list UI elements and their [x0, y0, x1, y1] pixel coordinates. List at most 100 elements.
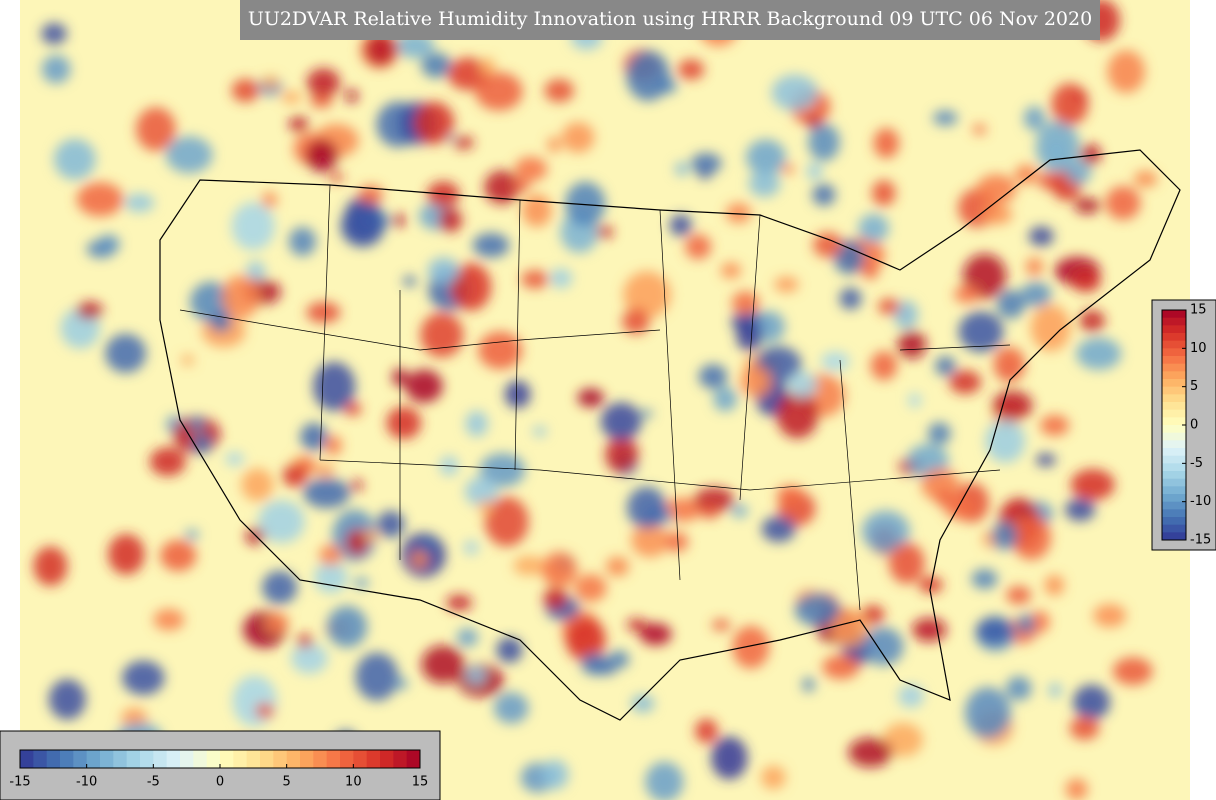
field-blob	[897, 330, 927, 359]
tick-label: 5	[1190, 379, 1198, 394]
colorbar-step	[1162, 532, 1186, 541]
field-blob	[514, 156, 548, 182]
colorbar-step	[406, 750, 421, 768]
field-blob	[296, 634, 313, 648]
field-blob	[225, 452, 244, 466]
colorbar-step	[1162, 524, 1186, 533]
tick-label: 10	[345, 775, 362, 790]
map-title: UU2DVAR Relative Humidity Innovation usi…	[248, 8, 1092, 30]
field-blob	[232, 675, 277, 727]
colorbar-step	[220, 750, 234, 768]
field-blob	[41, 23, 67, 45]
field-blob	[76, 182, 124, 217]
field-blob	[1074, 197, 1101, 214]
field-blob	[326, 605, 368, 648]
field-blob	[465, 665, 487, 685]
colorbar-step	[260, 750, 274, 768]
field-blob	[427, 257, 460, 285]
tick-label: -5	[1190, 456, 1203, 471]
tick-label: 0	[1190, 418, 1198, 433]
field-blob	[246, 260, 266, 282]
field-blob	[711, 619, 731, 631]
field-blob	[761, 765, 786, 790]
field-blob	[261, 192, 278, 208]
field-blob	[731, 291, 760, 315]
field-blob	[964, 687, 1011, 739]
field-blob	[848, 737, 893, 768]
field-blob	[565, 181, 606, 227]
colorbar-step	[1162, 394, 1186, 403]
field-blob	[574, 574, 607, 602]
colorbar-step	[1162, 371, 1186, 380]
tick-label: 5	[283, 775, 291, 790]
field-blob	[544, 79, 574, 103]
colorbar-step	[206, 750, 221, 768]
field-blob	[1076, 337, 1122, 370]
field-blob	[645, 761, 684, 800]
colorbar-step	[1162, 356, 1186, 365]
field-blob	[605, 556, 630, 577]
colorbar-step	[273, 750, 288, 768]
field-blob	[664, 531, 689, 552]
field-blob	[496, 637, 523, 663]
field-blob	[944, 496, 975, 520]
field-blob	[255, 703, 274, 719]
field-blob	[932, 110, 958, 126]
field-blob	[839, 287, 862, 310]
field-blob	[1020, 281, 1052, 307]
field-blob	[780, 164, 796, 174]
field-blob	[1051, 83, 1089, 126]
colorbar-step	[1162, 333, 1186, 342]
colorbar-step	[1162, 325, 1186, 334]
field-blob	[405, 369, 443, 403]
field-blob	[908, 393, 921, 408]
field-blob	[189, 415, 205, 432]
colorbar-step	[286, 750, 301, 768]
field-blob	[549, 268, 573, 289]
colorbar-step	[113, 750, 128, 768]
field-blob	[992, 390, 1033, 421]
field-blob	[290, 643, 328, 674]
field-blob	[149, 447, 186, 477]
colorbar-step	[180, 750, 194, 768]
field-blob	[863, 263, 879, 280]
field-blob	[446, 594, 473, 611]
field-blob	[1105, 186, 1141, 220]
field-blob	[282, 464, 307, 487]
field-blob	[949, 370, 982, 394]
field-blob	[928, 422, 951, 445]
tick-label: -5	[147, 775, 160, 790]
field-blob	[1017, 614, 1035, 634]
field-blob	[344, 402, 362, 416]
field-blob	[1070, 469, 1115, 501]
field-blob	[1040, 414, 1070, 436]
field-blob	[878, 298, 901, 315]
field-blob	[241, 468, 274, 502]
colorbar-step	[340, 750, 354, 768]
field-blob	[806, 162, 823, 181]
field-blob	[596, 225, 613, 239]
colorbar-step	[1162, 317, 1186, 326]
colorbar-step	[1162, 402, 1186, 411]
colorbar-step	[1162, 425, 1186, 434]
field-blob	[626, 486, 667, 529]
field-blob	[882, 722, 923, 757]
colorbar-step	[73, 750, 88, 768]
field-blob	[314, 464, 335, 477]
field-blob	[936, 490, 953, 508]
field-blob	[41, 55, 71, 84]
field-blob	[313, 561, 348, 594]
field-blob	[192, 433, 212, 455]
field-blob	[463, 540, 479, 555]
colorbar-step	[1162, 348, 1186, 357]
colorbar-step	[1162, 517, 1186, 526]
colorbar-step	[60, 750, 74, 768]
field-blob	[438, 208, 463, 233]
field-blob	[324, 435, 342, 456]
field-blob	[190, 281, 232, 322]
field-blob	[108, 533, 145, 575]
field-blob	[355, 652, 399, 701]
field-blob	[420, 312, 464, 358]
field-blob	[1023, 106, 1046, 131]
field-blob	[748, 170, 781, 197]
